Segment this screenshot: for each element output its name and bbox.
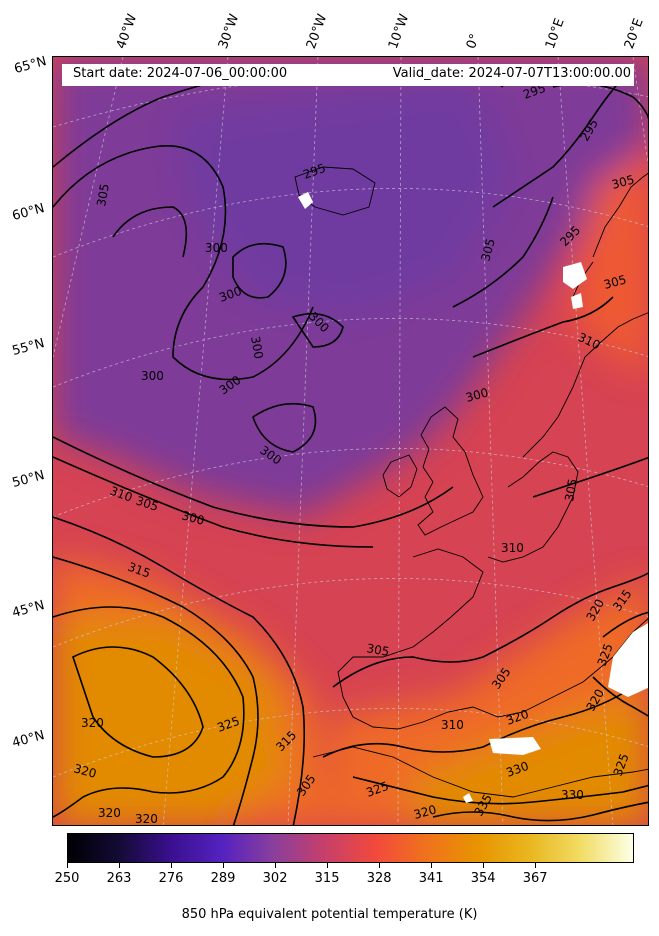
field-hot-south <box>413 697 648 825</box>
contour-label: 305 <box>365 641 390 659</box>
colorbar-tick-label: 302 <box>262 871 288 886</box>
latitude-label: 65°N <box>12 54 49 77</box>
contour-label: 330 <box>561 788 584 802</box>
colorbar-tick-mark <box>483 863 485 868</box>
longitude-label: 40°W <box>113 12 141 51</box>
contour-label: 320 <box>81 716 104 730</box>
colorbar-tick-mark <box>275 863 277 868</box>
field-coolest-region <box>173 77 513 317</box>
colorbar-title: 850 hPa equivalent potential temperature… <box>181 907 478 922</box>
contour-label: 320 <box>98 806 121 820</box>
colorbar-tick-mark <box>223 863 225 868</box>
contour-label: 310 <box>501 541 524 555</box>
field-warm-north-east <box>573 148 648 376</box>
latitude-label: 40°N <box>10 728 47 751</box>
contour-label: 305 <box>94 183 112 208</box>
contour-label: 310 <box>441 718 464 732</box>
longitude-label: 20°E <box>621 16 647 51</box>
colorbar-tick-label: 328 <box>366 871 392 886</box>
colorbar-tick-label: 367 <box>522 871 548 886</box>
field-hot-west <box>53 617 293 825</box>
colorbar-tick-label: 315 <box>314 871 340 886</box>
colorbar-tick-mark <box>431 863 433 868</box>
colorbar-tick-label: 341 <box>418 871 444 886</box>
contour-label: 305 <box>602 272 628 291</box>
colorbar-tick-label: 250 <box>54 871 80 886</box>
contour-label: 305 <box>562 478 580 503</box>
contour-label: 300 <box>464 385 490 404</box>
contour-label: 320 <box>135 812 158 826</box>
graticule <box>53 57 648 825</box>
colorbar-tick-label: 276 <box>158 871 184 886</box>
colorbar-tick-mark <box>379 863 381 868</box>
longitude-label: 0° <box>463 31 484 51</box>
contour-label: 320 <box>412 802 438 821</box>
valid-date-label: Valid_date: 2024-07-07T13:00:00.00 <box>392 66 631 81</box>
longitude-label: 10°W <box>385 12 413 51</box>
latitude-label: 50°N <box>10 468 47 491</box>
colorbar-tick-mark <box>327 863 329 868</box>
contour-label: 300 <box>248 335 266 360</box>
contours <box>53 64 648 825</box>
contour-label: 305 <box>478 237 497 263</box>
header-band <box>62 64 634 86</box>
longitude-label: 30°W <box>215 12 243 51</box>
contour-label: 300 <box>205 241 228 255</box>
colorbar-tick-label: 263 <box>106 871 132 886</box>
contour-label: 320 <box>72 761 98 780</box>
latitude-label: 55°N <box>10 336 47 359</box>
map-canvas: 305 300 300 300 300 300 300 300 300 305 … <box>53 57 648 826</box>
colorbar-tick-label: 354 <box>470 871 496 886</box>
missing-data <box>298 192 648 803</box>
colorbar-tick-mark <box>535 863 537 868</box>
contour-label: 300 <box>180 508 206 527</box>
contour-label: 300 <box>141 369 164 383</box>
colorbar-tick-label: 289 <box>210 871 236 886</box>
contour-label: 305 <box>134 494 160 514</box>
start-date-label: Start date: 2024-07-06_00:00:00 <box>73 66 288 81</box>
latitude-label: 45°N <box>10 598 47 621</box>
longitude-label: 10°E <box>542 16 568 51</box>
colorbar-tick-mark <box>67 863 68 868</box>
contour-label: 305 <box>610 172 636 191</box>
colorbar-tick-mark <box>171 863 173 868</box>
colorbar <box>67 833 634 863</box>
latitude-label: 60°N <box>10 201 47 224</box>
colorbar-tick-mark <box>119 863 121 868</box>
longitude-label: 20°W <box>303 12 331 51</box>
map-panel: 305 300 300 300 300 300 300 300 300 305 … <box>52 56 649 826</box>
